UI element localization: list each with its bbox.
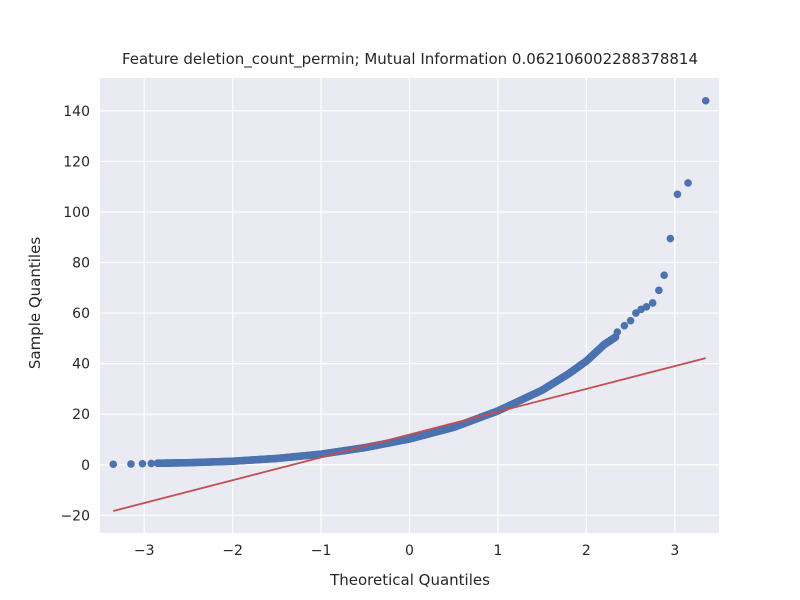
y-tick-label: −20 (60, 508, 90, 524)
x-axis-ticks: −3 −2 −1 0 1 2 3 (134, 543, 679, 559)
x-tick-label: 1 (493, 543, 502, 559)
sample-point (648, 299, 657, 307)
sample-point (642, 302, 651, 311)
sample-point (673, 190, 682, 199)
sample-point (620, 321, 629, 330)
sample-point (660, 271, 668, 279)
sample-point (109, 460, 118, 469)
reference-line (113, 357, 706, 512)
y-tick-label: 140 (63, 104, 90, 120)
sample-point (127, 460, 135, 468)
sample-point (684, 179, 692, 187)
x-tick-label: −2 (222, 543, 243, 559)
y-axis-ticks: −20 0 20 40 60 80 100 120 140 (60, 104, 90, 524)
chart-title: Feature deletion_count_permin; Mutual In… (122, 50, 698, 69)
y-axis-label: Sample Quantiles (26, 237, 44, 369)
sample-point (632, 309, 640, 317)
y-tick-label: 0 (81, 458, 90, 474)
sample-point (701, 96, 710, 105)
sample-point (147, 459, 156, 468)
x-tick-label: 3 (670, 543, 679, 559)
x-tick-label: 2 (582, 543, 591, 559)
x-tick-label: 0 (405, 543, 414, 559)
y-tick-label: 60 (72, 306, 90, 322)
sample-point (666, 234, 675, 243)
y-tick-label: 80 (72, 256, 90, 272)
y-tick-label: 120 (63, 154, 90, 170)
x-axis-label: Theoretical Quantiles (329, 571, 490, 589)
y-tick-label: 100 (63, 205, 90, 221)
sample-points (109, 96, 710, 469)
x-tick-label: −1 (311, 543, 332, 559)
y-tick-label: 20 (72, 407, 90, 423)
x-tick-label: −3 (134, 543, 155, 559)
sample-point (655, 286, 663, 295)
sample-point (613, 328, 622, 336)
y-tick-label: 40 (72, 357, 90, 373)
sample-point (626, 316, 635, 325)
sample-point (138, 459, 147, 468)
